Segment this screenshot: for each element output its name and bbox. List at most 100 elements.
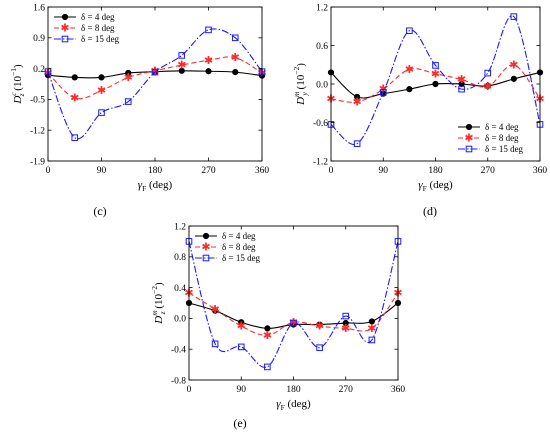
- data-point: [432, 80, 439, 88]
- data-point: [178, 52, 186, 59]
- x-tick-label: 360: [255, 166, 270, 176]
- data-point: [353, 140, 361, 147]
- x-tick-label: 270: [201, 166, 216, 176]
- data-point: ✱: [353, 96, 362, 109]
- data-point: [458, 85, 465, 93]
- x-tick-label: 360: [391, 385, 406, 395]
- data-point: ✱: [509, 58, 518, 71]
- data-point: [354, 93, 361, 100]
- data-point: [264, 325, 271, 332]
- y-tick-label: 1.2: [316, 3, 328, 13]
- chart-panel-1: ✱ ✱✱✱ ✱ ✱✱✱✱0 90 180 270 3601.20.60.0-0.6-1.2γF…: [292, 3, 547, 193]
- data-point: ✱: [177, 59, 186, 72]
- data-point: ✱: [70, 92, 79, 105]
- data-point: [98, 109, 105, 116]
- legend-label: δ = 8 deg: [222, 242, 256, 252]
- data-point: [124, 98, 132, 105]
- y-tick-label: 1.2: [174, 222, 186, 232]
- series-1: ✱✱✱✱✱✱✱✱✱: [184, 287, 402, 342]
- x-tick-label: 270: [339, 385, 354, 395]
- data-point: [342, 312, 350, 320]
- y-tick-label: -0.5: [30, 96, 45, 106]
- x-tick-label: 180: [428, 166, 443, 176]
- data-point: [316, 344, 323, 351]
- series-line: [331, 64, 540, 103]
- data-point: [406, 27, 413, 35]
- data-point: [368, 336, 376, 344]
- data-point: [232, 69, 239, 76]
- data-point: [237, 343, 245, 351]
- x-tick-label: 90: [97, 166, 107, 176]
- y-axis-label: Dcz (10−1): [9, 64, 26, 105]
- data-point: [368, 318, 375, 325]
- y-tick-label: 0.0: [174, 315, 186, 325]
- x-tick-label: 360: [533, 166, 548, 176]
- x-tick-label: 90: [237, 385, 247, 395]
- y-tick-label: 0.2: [33, 65, 45, 75]
- series-2: [44, 26, 266, 141]
- legend-marker: ✱: [201, 241, 210, 254]
- legend-label: δ = 4 deg: [222, 231, 256, 241]
- legend-marker: [61, 35, 69, 43]
- x-axis-label: γF (deg): [138, 179, 173, 193]
- data-point: ✱: [231, 51, 240, 64]
- data-point: ✱: [237, 320, 246, 333]
- axes-frame: [188, 225, 399, 381]
- panel-label: (d): [423, 204, 437, 218]
- chart-panel-0: ✱✱✱✱✱ ✱ ✱ ✱✱0 90 180 270 3601.60.90.2-0.5-1.2-1…: [9, 3, 269, 193]
- data-point: ✱: [457, 73, 466, 86]
- data-point: [125, 69, 132, 77]
- data-point: ✱: [431, 67, 440, 80]
- legend-label: δ = 4 deg: [485, 122, 519, 132]
- data-point: [231, 34, 239, 42]
- y-tick-label: -1.2: [313, 157, 328, 167]
- legend-marker: ✱: [60, 22, 69, 35]
- data-point: [211, 340, 219, 348]
- legend-marker: [465, 145, 473, 153]
- x-axis-label: γF (deg): [418, 179, 453, 193]
- series-2: [327, 13, 544, 147]
- y-tick-label: 1.6: [33, 3, 45, 13]
- data-point: [264, 363, 271, 371]
- x-tick-label: 0: [329, 166, 334, 176]
- y-tick-label: -0.6: [313, 119, 328, 129]
- x-tick-label: 270: [481, 166, 496, 176]
- y-tick-label: 0.6: [316, 42, 328, 52]
- data-point: [71, 134, 79, 141]
- data-point: [432, 62, 439, 69]
- series-line: [48, 56, 262, 100]
- data-point: [484, 69, 492, 77]
- legend-label: δ = 8 deg: [485, 133, 519, 143]
- data-point: ✱: [211, 303, 220, 316]
- data-point: [151, 68, 159, 76]
- series-line: [189, 241, 398, 368]
- x-tick-label: 0: [46, 166, 51, 176]
- data-point: ✱: [341, 322, 350, 335]
- data-point: [406, 86, 413, 93]
- data-point: [342, 319, 349, 327]
- y-tick-label: -0.4: [171, 346, 186, 356]
- series-0: [327, 69, 544, 100]
- data-point: ✱: [97, 84, 106, 97]
- y-tick-label: 0.4: [174, 284, 186, 294]
- data-point: [510, 75, 517, 82]
- legend-label: δ = 15 deg: [485, 144, 524, 154]
- legend-marker: ✱: [464, 132, 473, 145]
- data-point: [205, 26, 212, 34]
- legend-label: δ = 15 deg: [222, 253, 261, 263]
- legend-marker: [202, 254, 210, 262]
- data-point: ✱: [289, 316, 298, 329]
- series-line: [48, 28, 262, 140]
- y-tick-label: -1.9: [30, 157, 45, 167]
- series-line: [331, 15, 540, 146]
- y-axis-label: Dmy (10−2): [292, 63, 309, 106]
- data-point: [205, 68, 212, 75]
- panel-label: (e): [233, 416, 246, 430]
- y-tick-label: 0.9: [33, 34, 45, 44]
- data-point: ✱: [405, 63, 414, 76]
- data-point: [71, 74, 78, 81]
- y-tick-label: 0.8: [174, 253, 186, 263]
- data-point: [98, 74, 105, 81]
